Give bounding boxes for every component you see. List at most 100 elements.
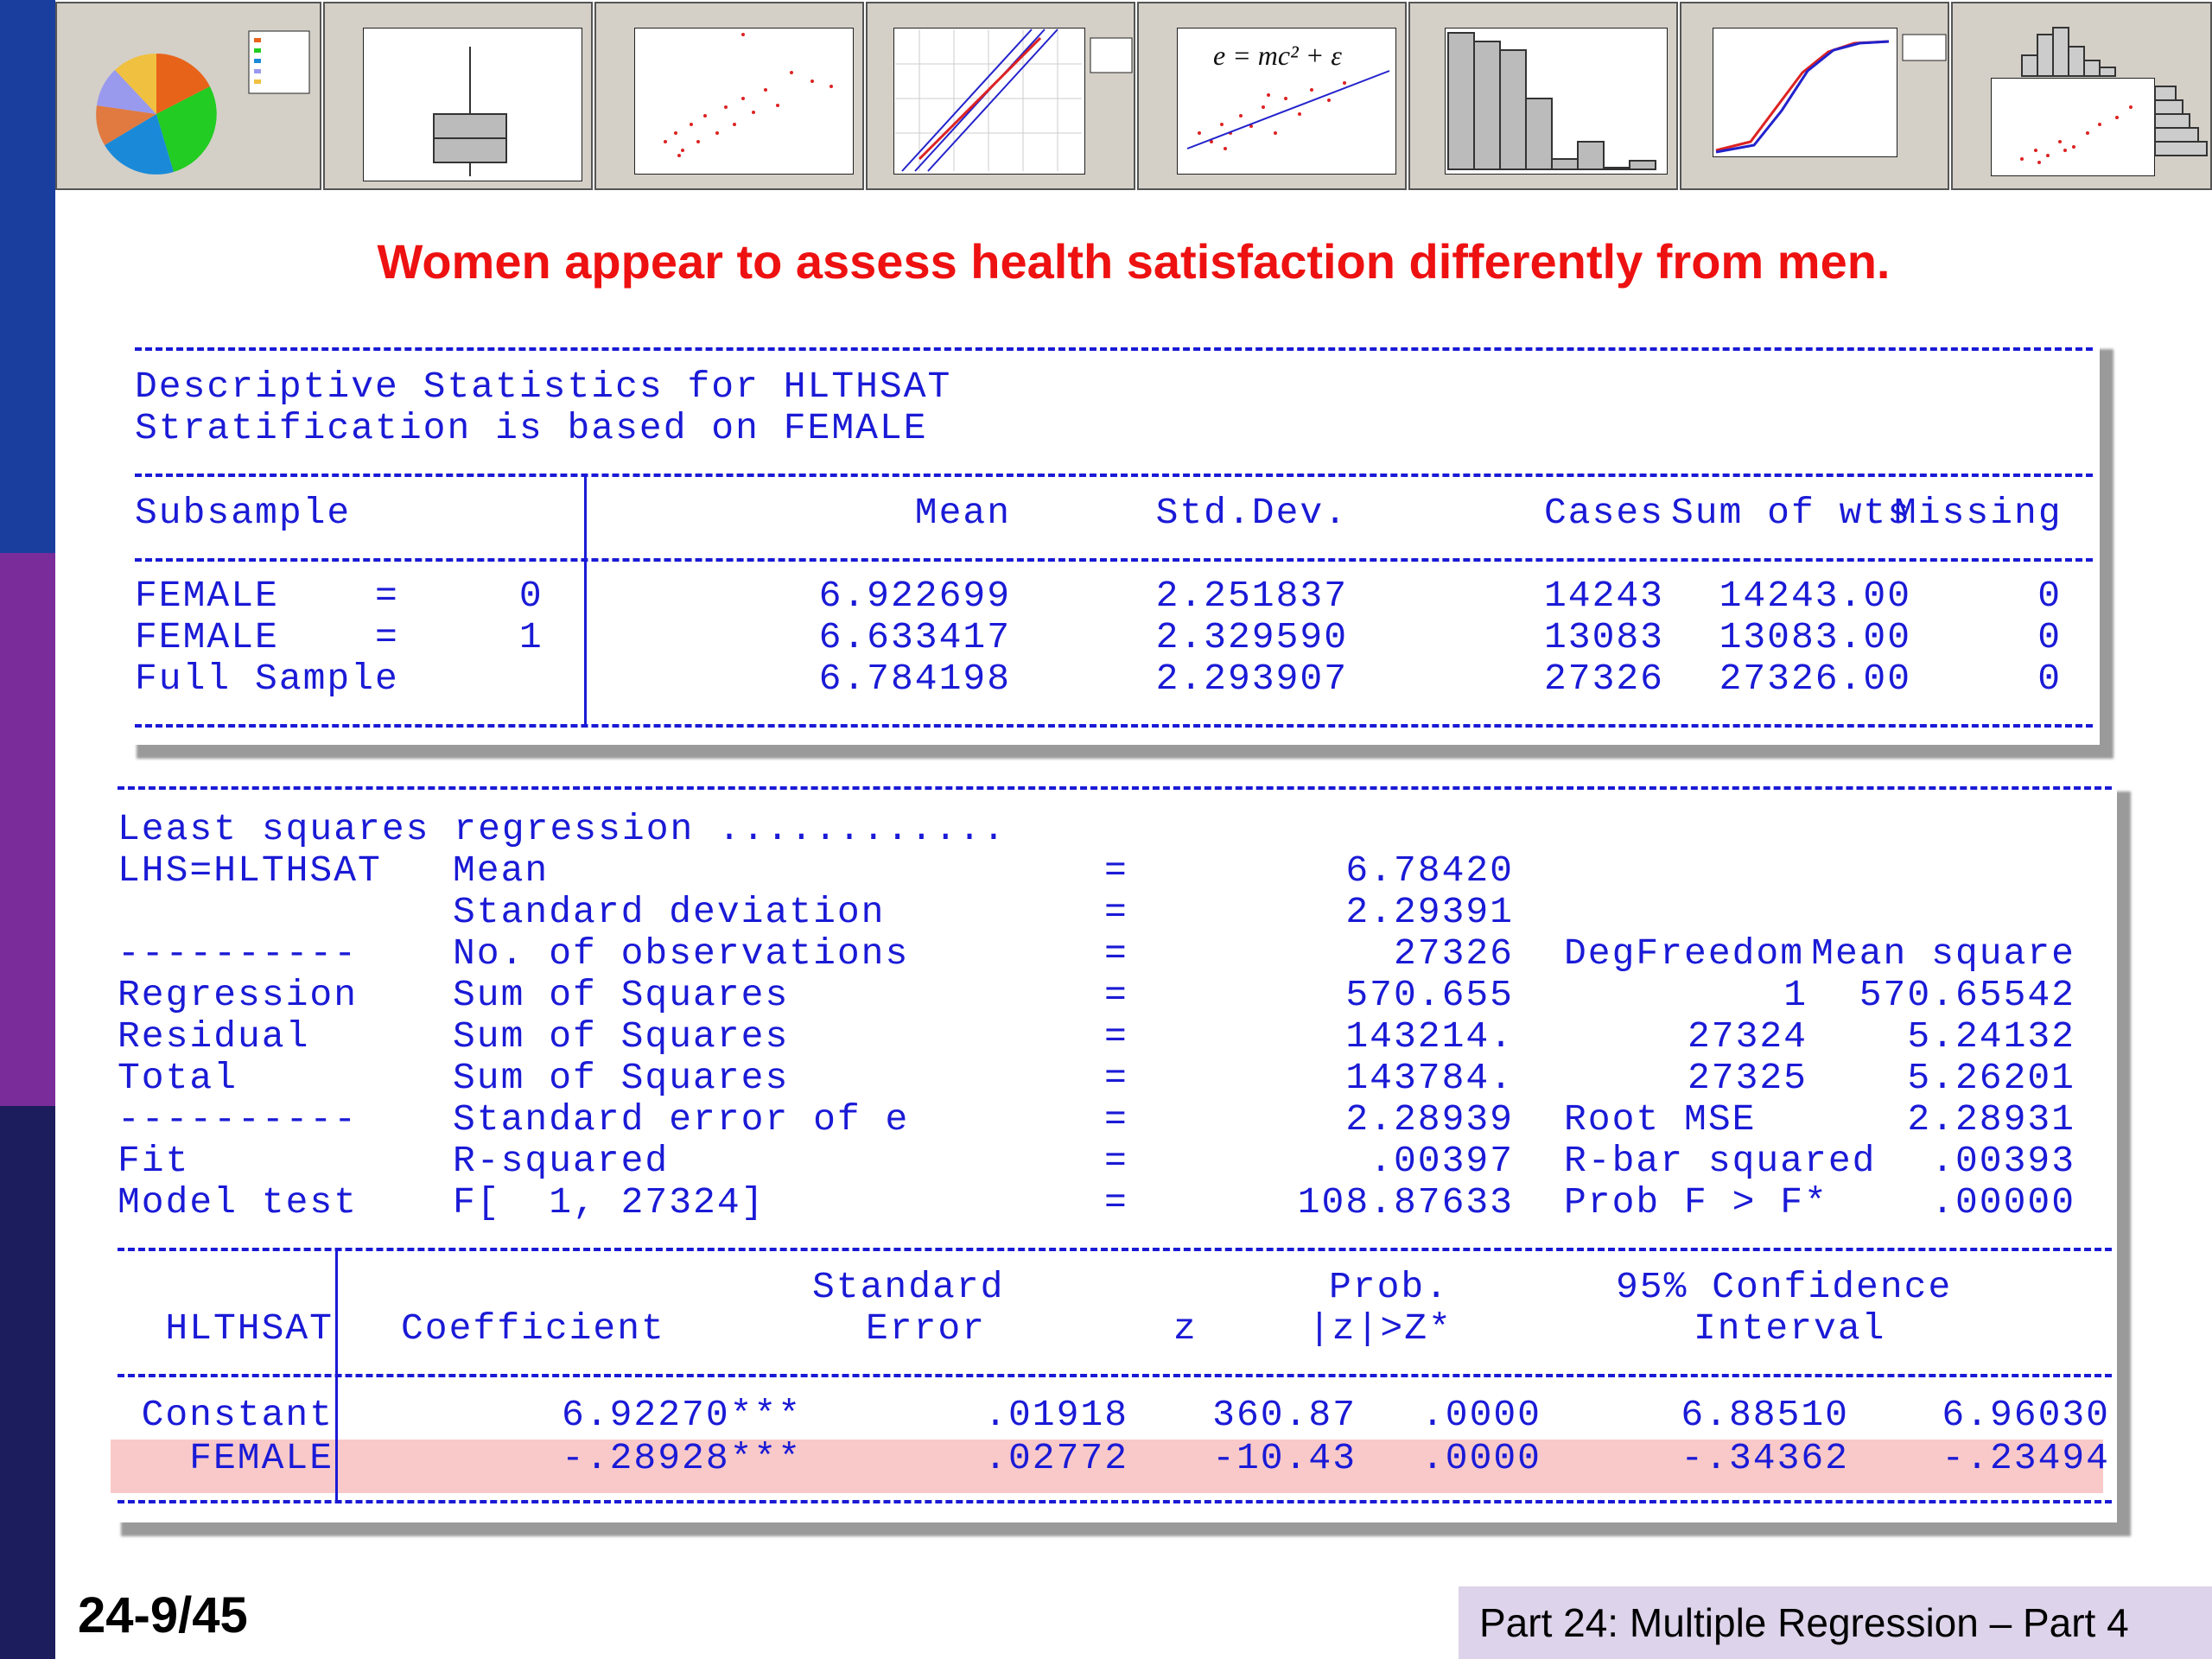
summary-equals: = [1104, 1098, 1128, 1141]
row-sum-of-wts: 13083.00 [1719, 616, 1911, 658]
rule-line [135, 347, 2093, 351]
coef-z: -10.43 [1212, 1437, 1357, 1479]
summary-extra-label: DegFreedom [1564, 932, 1805, 975]
summary-equals: = [1104, 1140, 1128, 1182]
summary-label: ---------- [118, 932, 359, 975]
summary-label: Regression [118, 974, 359, 1016]
row-missing: 0 [2037, 616, 2062, 658]
summary-extra-label: 1 [1783, 974, 1808, 1016]
summary-value: 2.28939 [1345, 1098, 1514, 1141]
section-label: Part 24: Multiple Regression – Part 4 [1459, 1586, 2212, 1659]
col-header-sum-of-wts: Sum of wts [1670, 492, 1911, 534]
coef-variable: FEMALE [189, 1437, 334, 1479]
coef-prob: .0000 [1421, 1437, 1541, 1479]
page-number: 24-9/45 [78, 1587, 248, 1643]
prob-header-bottom: |z|>Z* [1308, 1307, 1452, 1350]
se-header-bottom: Error [866, 1307, 987, 1350]
female-row-highlight [111, 1440, 2103, 1493]
summary-value: 108.87633 [1297, 1181, 1514, 1224]
coef-value: -.28928*** [562, 1437, 803, 1479]
scatter-plot-thumbnail [594, 2, 864, 190]
row-mean: 6.922699 [818, 575, 1011, 617]
sidebar-band [0, 0, 55, 1659]
coef-prob: .0000 [1421, 1394, 1541, 1436]
desc-title-line1: Descriptive Statistics for HLTHSAT [135, 365, 952, 408]
coef-header: Coefficient [401, 1307, 665, 1350]
thumbnail-strip: e = mc² + ε [55, 0, 2212, 192]
coef-ci-lower: -.34362 [1681, 1437, 1849, 1479]
rule-line [135, 558, 2093, 562]
summary-mean-square: .00393 [1931, 1140, 2075, 1182]
var-header: HLTHSAT [165, 1307, 334, 1350]
summary-equals: = [1104, 849, 1128, 892]
summary-label: Fit [118, 1140, 190, 1182]
summary-label: ---------- [118, 1098, 359, 1141]
summary-extra-label: 27324 [1687, 1015, 1808, 1058]
summary-value: 143784. [1345, 1057, 1514, 1099]
summary-mean-square: 5.26201 [1907, 1057, 2075, 1099]
box-plot-thumbnail [323, 2, 593, 190]
desc-title-line2: Stratification is based on FEMALE [135, 407, 928, 449]
histogram-thumbnail [1408, 2, 1678, 190]
summary-measure: Mean [453, 849, 550, 892]
summary-mean-square: 2.28931 [1907, 1098, 2075, 1141]
column-separator [335, 1248, 338, 1503]
summary-mean-square: 570.65542 [1859, 974, 2075, 1016]
summary-value: 6.78420 [1345, 849, 1514, 892]
col-header-mean: Mean [914, 492, 1011, 534]
row-sum-of-wts: 14243.00 [1719, 575, 1911, 617]
summary-label: Residual [118, 1015, 310, 1058]
summary-label: Model test [118, 1181, 359, 1224]
z-header: z [1173, 1307, 1198, 1350]
pie-chart-thumbnail [55, 2, 321, 190]
rule-line [135, 474, 2093, 477]
summary-equals: = [1104, 974, 1128, 1016]
ci-header-bottom: Interval [1694, 1307, 1886, 1350]
equation-label: e = mc² + ε [1213, 40, 1342, 71]
se-header-top: Standard [812, 1266, 1005, 1308]
coef-z: 360.87 [1212, 1394, 1357, 1436]
rule-line [118, 1374, 2112, 1377]
summary-measure: Standard deviation [453, 891, 886, 933]
row-label: Full Sample [135, 658, 399, 700]
row-missing: 0 [2037, 575, 2062, 617]
coef-ci-upper: -.23494 [1942, 1437, 2110, 1479]
col-header-cases: Cases [1543, 492, 1664, 534]
headline-title: Women appear to assess health satisfacti… [377, 234, 1891, 289]
regression-title: Least squares regression ............ [118, 808, 1007, 850]
row-label: FEMALE = 1 [135, 616, 543, 658]
row-cases: 14243 [1543, 575, 1664, 617]
summary-measure: Standard error of e [453, 1098, 910, 1141]
coef-ci-upper: 6.96030 [1942, 1394, 2110, 1436]
coef-ci-lower: 6.88510 [1681, 1394, 1849, 1436]
summary-measure: No. of observations [453, 932, 910, 975]
row-mean: 6.784198 [818, 658, 1011, 700]
summary-equals: = [1104, 1057, 1128, 1099]
row-std-dev: 2.251837 [1155, 575, 1348, 617]
row-std-dev: 2.293907 [1155, 658, 1348, 700]
summary-value: 2.29391 [1345, 891, 1514, 933]
summary-measure: F[ 1, 27324] [453, 1181, 766, 1224]
summary-label: LHS=HLTHSAT [118, 849, 382, 892]
rule-line [118, 1248, 2112, 1251]
row-std-dev: 2.329590 [1155, 616, 1348, 658]
sidebar-navy-segment [0, 1106, 55, 1659]
summary-label: Total [118, 1057, 238, 1099]
cdf-plot-thumbnail [1680, 2, 1949, 190]
marginal-plot-thumbnail [1951, 2, 2212, 190]
summary-equals: = [1104, 1181, 1128, 1224]
regression-scatter-thumbnail: e = mc² + ε [1137, 2, 1407, 190]
sidebar-purple-segment [0, 553, 55, 1106]
coef-std-error: .02772 [984, 1437, 1128, 1479]
summary-value: .00397 [1370, 1140, 1514, 1182]
summary-measure: Sum of Squares [453, 974, 790, 1016]
prob-header-top: Prob. [1329, 1266, 1450, 1308]
coef-std-error: .01918 [984, 1394, 1128, 1436]
summary-equals: = [1104, 1015, 1128, 1058]
summary-mean-square: Mean square [1811, 932, 2075, 975]
row-cases: 27326 [1543, 658, 1664, 700]
row-sum-of-wts: 27326.00 [1719, 658, 1911, 700]
summary-equals: = [1104, 932, 1128, 975]
regression-output-panel: Least squares regression ............ LH… [107, 778, 2117, 1522]
sidebar-blue-segment [0, 0, 55, 553]
